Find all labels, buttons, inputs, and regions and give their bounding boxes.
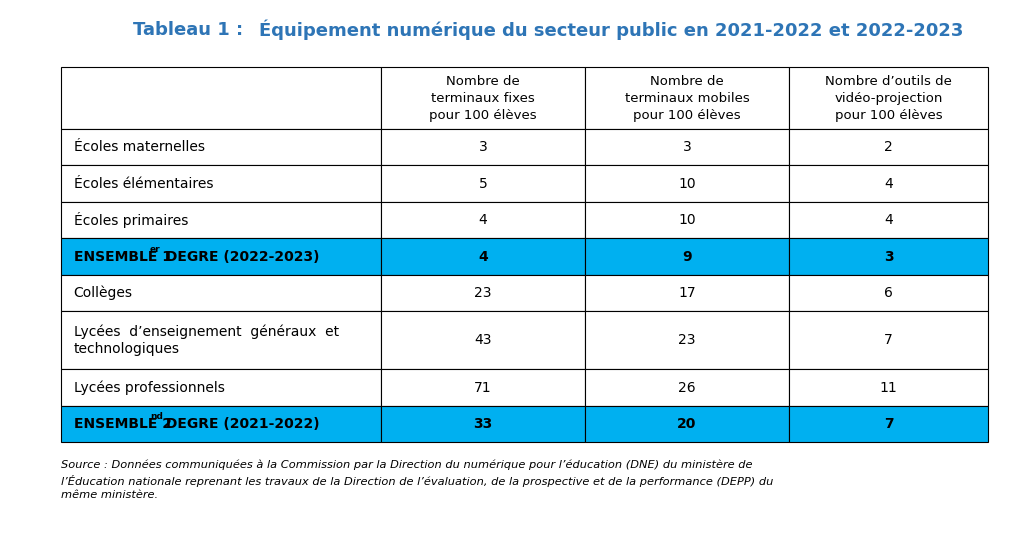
Text: DEGRE (2022-2023): DEGRE (2022-2023) — [161, 250, 319, 264]
Bar — [788, 369, 988, 406]
Bar — [61, 129, 381, 165]
Bar — [788, 406, 988, 442]
Text: Écoles primaires: Écoles primaires — [74, 212, 188, 228]
Bar — [61, 275, 381, 311]
Text: 7: 7 — [884, 333, 893, 347]
Bar — [788, 129, 988, 165]
Text: 3: 3 — [884, 250, 893, 264]
Text: Lycées professionnels: Lycées professionnels — [74, 380, 224, 395]
Text: 2: 2 — [884, 140, 893, 154]
Bar — [61, 165, 381, 202]
Bar — [788, 275, 988, 311]
Text: ENSEMBLE 2: ENSEMBLE 2 — [74, 417, 172, 431]
Bar — [381, 406, 585, 442]
Bar — [381, 238, 585, 275]
Bar — [381, 129, 585, 165]
Text: 23: 23 — [474, 286, 492, 300]
Text: 3: 3 — [683, 140, 691, 154]
Text: Nombre d’outils de
vidéo-projection
pour 100 élèves: Nombre d’outils de vidéo-projection pour… — [825, 75, 952, 121]
Bar — [585, 67, 788, 129]
Text: Écoles maternelles: Écoles maternelles — [74, 140, 205, 154]
Text: ENSEMBLE 1: ENSEMBLE 1 — [74, 250, 172, 264]
Text: 43: 43 — [474, 333, 492, 347]
Bar — [788, 311, 988, 369]
Bar — [585, 311, 788, 369]
Bar — [381, 369, 585, 406]
Bar — [61, 369, 381, 406]
Bar — [381, 67, 585, 129]
Text: 33: 33 — [473, 417, 493, 431]
Bar — [788, 67, 988, 129]
Text: 3: 3 — [479, 140, 487, 154]
Bar — [585, 129, 788, 165]
Text: 7: 7 — [884, 417, 893, 431]
Text: Collèges: Collèges — [74, 286, 133, 301]
Bar — [585, 202, 788, 238]
Text: 11: 11 — [880, 381, 897, 395]
Text: 9: 9 — [682, 250, 692, 264]
Text: 10: 10 — [678, 177, 695, 191]
Text: 26: 26 — [678, 381, 695, 395]
Text: 20: 20 — [677, 417, 696, 431]
Bar — [585, 238, 788, 275]
Text: 23: 23 — [678, 333, 695, 347]
Text: Source : Données communiquées à la Commission par la Direction du numérique pour: Source : Données communiquées à la Commi… — [61, 460, 774, 500]
Bar — [61, 406, 381, 442]
Text: Nombre de
terminaux fixes
pour 100 élèves: Nombre de terminaux fixes pour 100 élève… — [429, 75, 537, 121]
Text: 17: 17 — [678, 286, 695, 300]
Bar — [61, 67, 381, 129]
Text: 71: 71 — [474, 381, 492, 395]
Bar — [585, 165, 788, 202]
Text: 4: 4 — [478, 250, 488, 264]
Bar — [61, 311, 381, 369]
Bar — [585, 369, 788, 406]
Text: 4: 4 — [479, 213, 487, 227]
Text: er: er — [151, 245, 161, 254]
Bar — [585, 275, 788, 311]
Text: Équipement numérique du secteur public en 2021-2022 et 2022-2023: Équipement numérique du secteur public e… — [259, 19, 964, 40]
Text: Tableau 1 :: Tableau 1 : — [133, 20, 244, 39]
Text: 6: 6 — [884, 286, 893, 300]
Bar — [381, 275, 585, 311]
Text: DEGRE (2021-2022): DEGRE (2021-2022) — [161, 417, 319, 431]
Text: 10: 10 — [678, 213, 695, 227]
Bar — [381, 311, 585, 369]
Bar — [381, 165, 585, 202]
Bar — [788, 165, 988, 202]
Text: nd: nd — [151, 412, 163, 422]
Text: 4: 4 — [884, 177, 893, 191]
Text: Nombre de
terminaux mobiles
pour 100 élèves: Nombre de terminaux mobiles pour 100 élè… — [625, 75, 750, 121]
Text: 5: 5 — [479, 177, 487, 191]
Bar — [61, 202, 381, 238]
Text: Écoles élémentaires: Écoles élémentaires — [74, 177, 213, 191]
Bar — [585, 406, 788, 442]
Bar — [788, 202, 988, 238]
Text: Lycées  d’enseignement  généraux  et
technologiques: Lycées d’enseignement généraux et techno… — [74, 324, 339, 357]
Text: 4: 4 — [884, 213, 893, 227]
Bar — [61, 238, 381, 275]
Bar — [788, 238, 988, 275]
Bar — [381, 202, 585, 238]
